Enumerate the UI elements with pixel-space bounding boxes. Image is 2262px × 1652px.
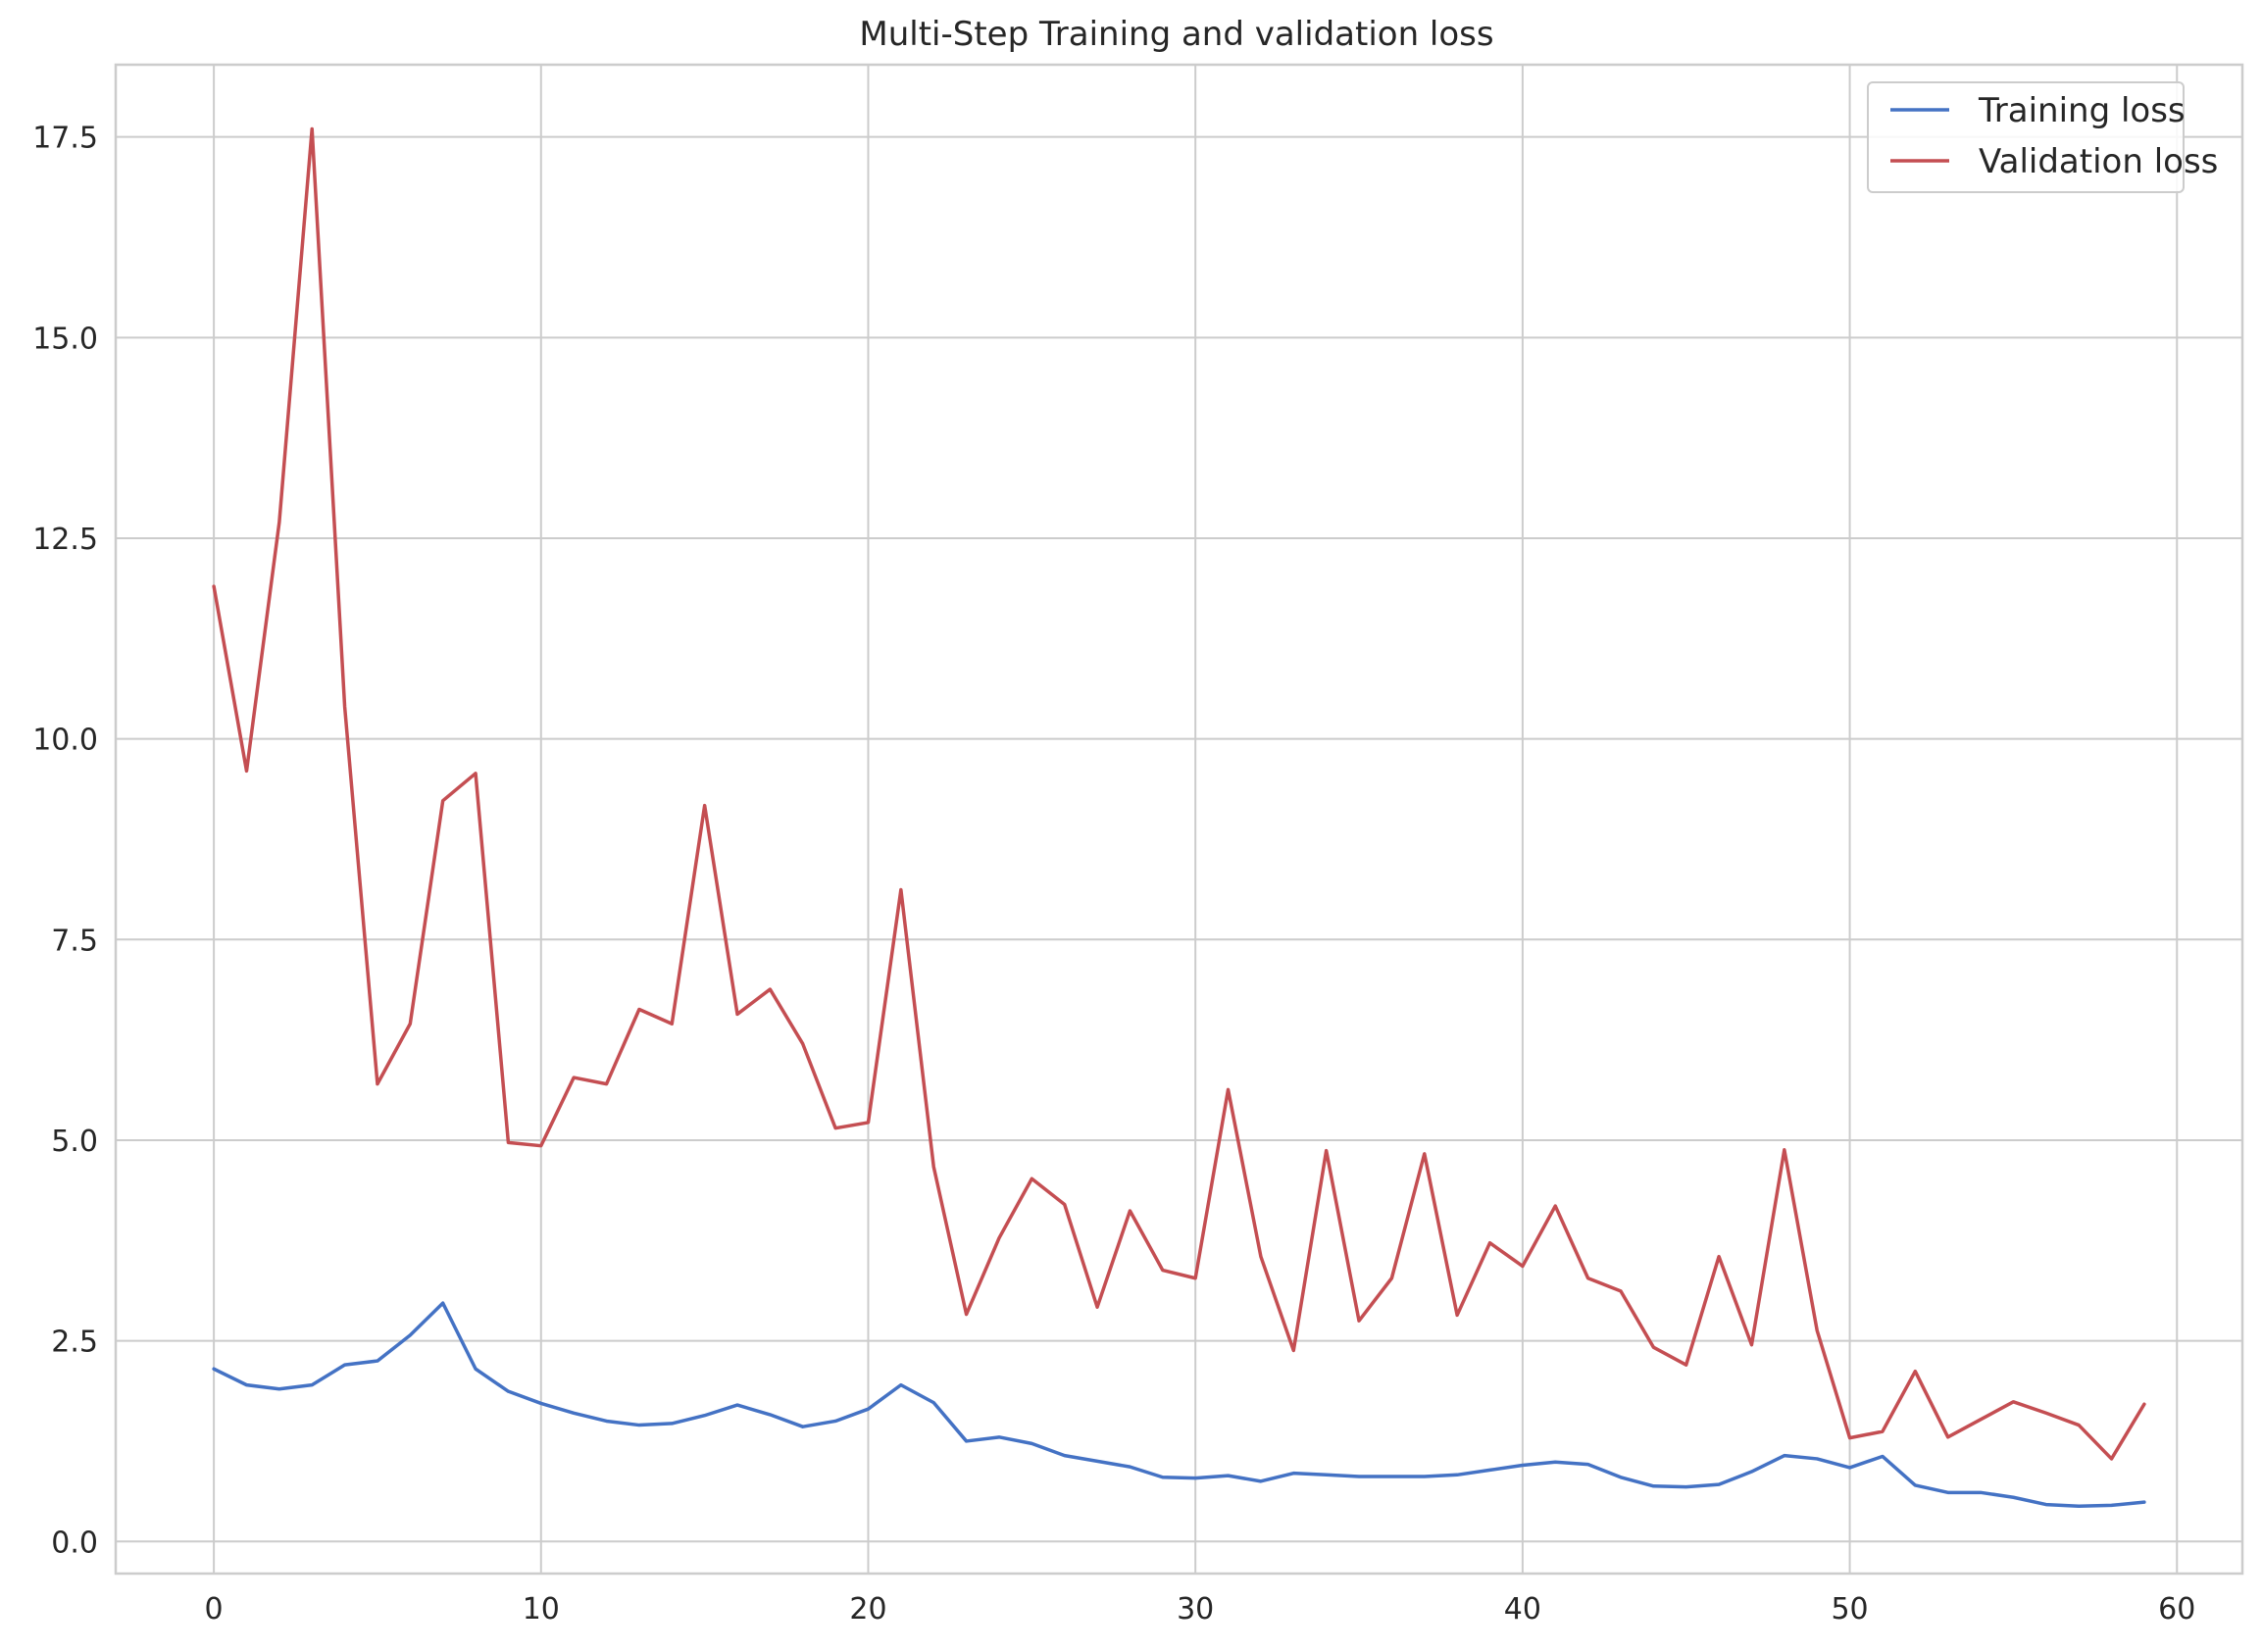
legend-label-validation: Validation loss	[1979, 142, 2218, 181]
series-group	[212, 126, 2146, 1508]
legend-label-training: Training loss	[1978, 91, 2186, 130]
x-tick-label: 0	[205, 1592, 224, 1627]
y-tick-label: 17.5	[32, 122, 98, 156]
y-axis-ticks: 0.0 2.5 5.0 7.5 10.0 12.5 15.0 17.5	[32, 122, 98, 1561]
x-tick-label: 20	[849, 1592, 886, 1627]
x-tick-label: 10	[523, 1592, 560, 1627]
validation-loss-line	[212, 126, 2146, 1461]
x-tick-label: 60	[2158, 1592, 2195, 1627]
grid	[116, 65, 2242, 1574]
y-tick-label: 15.0	[32, 322, 98, 356]
x-tick-label: 50	[1831, 1592, 1868, 1627]
y-tick-label: 7.5	[51, 924, 98, 958]
y-tick-label: 12.5	[32, 523, 98, 557]
x-tick-label: 30	[1177, 1592, 1214, 1627]
chart-title: Multi-Step Training and validation loss	[859, 15, 1493, 54]
y-tick-label: 10.0	[32, 724, 98, 758]
y-tick-label: 5.0	[51, 1125, 98, 1159]
legend: Training loss Validation loss	[1867, 81, 2218, 193]
training-loss-line	[212, 1301, 2146, 1508]
plot-frame	[114, 63, 2244, 1576]
x-axis-ticks: 0 10 20 30 40 50 60	[205, 1592, 2196, 1627]
axes	[114, 63, 2244, 1576]
x-tick-label: 40	[1504, 1592, 1541, 1627]
y-tick-label: 0.0	[51, 1526, 98, 1560]
y-tick-label: 2.5	[51, 1326, 98, 1360]
